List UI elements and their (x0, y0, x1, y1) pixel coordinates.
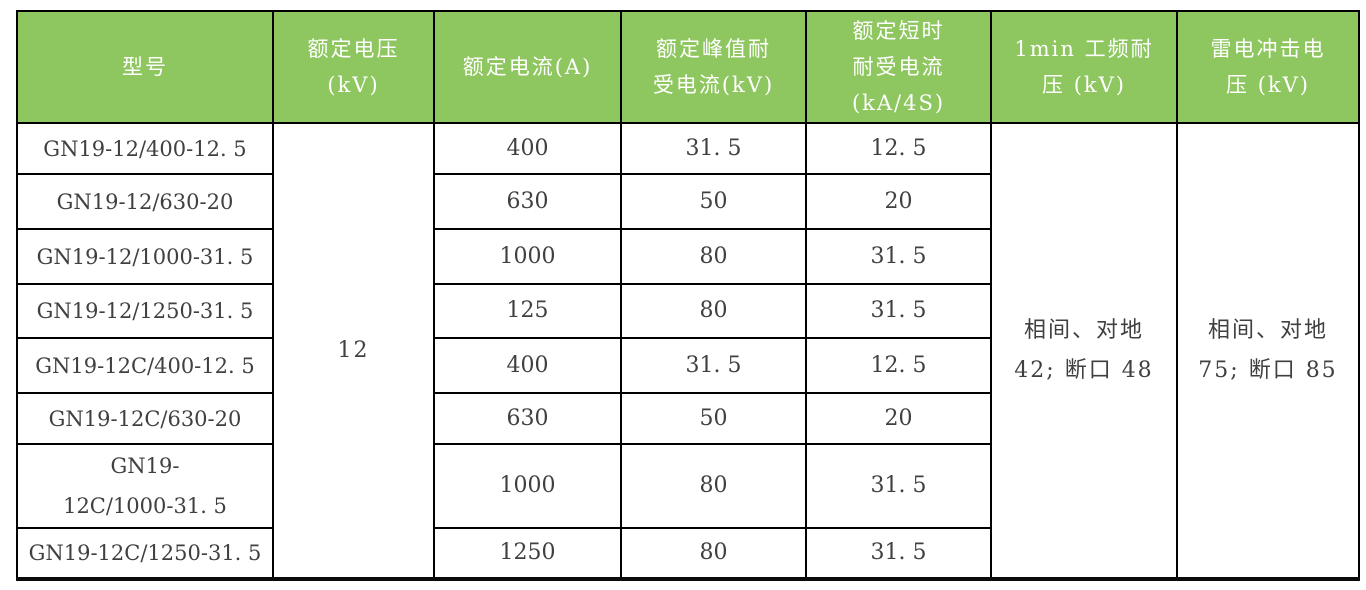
model-cell: GN19-12/1250-31. 5 (16, 283, 274, 339)
short-time-cell: 20 (805, 173, 992, 230)
rated-voltage-merged-cell: 12 (272, 122, 435, 580)
table-row: GN19-12/1250-31. 5 125 80 31. 5 (16, 283, 1359, 339)
header-lightning: 雷电冲击电 压 (kV) (1176, 10, 1360, 124)
model-cell: GN19-12C/1250-31. 5 (16, 527, 274, 580)
short-time-cell: 31. 5 (805, 443, 992, 529)
model-cell: GN19-12/630-20 (16, 173, 274, 230)
table-row: GN19-12C/400-12. 5 400 31. 5 12. 5 (16, 337, 1359, 394)
short-time-cell: 31. 5 (805, 283, 992, 339)
peak-cell: 80 (620, 228, 807, 285)
table-row: GN19-12/1000-31. 5 1000 80 31. 5 (16, 228, 1359, 285)
current-cell: 630 (433, 173, 622, 230)
spec-table: 型号 额定电压 (kV) 额定电流(A) 额定峰值耐 受电流(kV) 额定短时 … (16, 10, 1360, 581)
model-cell: GN19-12/400-12. 5 (16, 122, 274, 175)
peak-cell: 50 (620, 392, 807, 445)
lightning-merged-cell: 相间、对地 75; 断口 85 (1176, 122, 1360, 580)
header-short-time: 额定短时 耐受电流 (kA/4S) (805, 10, 992, 124)
short-time-cell: 31. 5 (805, 228, 992, 285)
header-row: 型号 额定电压 (kV) 额定电流(A) 额定峰值耐 受电流(kV) 额定短时 … (16, 10, 1360, 124)
current-cell: 1000 (433, 228, 622, 285)
header-power-freq: 1min 工频耐 压 (kV) (990, 10, 1178, 124)
header-model: 型号 (16, 10, 274, 124)
model-cell: GN19- 12C/1000-31. 5 (16, 443, 274, 529)
short-time-cell: 12. 5 (805, 337, 992, 394)
peak-cell: 31. 5 (620, 337, 807, 394)
current-cell: 400 (433, 122, 622, 175)
table-row: GN19-12/630-20 630 50 20 (16, 173, 1359, 230)
model-cell: GN19-12C/400-12. 5 (16, 337, 274, 394)
power-freq-merged-cell: 相间、对地 42; 断口 48 (990, 122, 1178, 580)
table-row: GN19-12/400-12. 5 12 400 31. 5 12. 5 相间、… (16, 122, 1360, 580)
peak-cell: 80 (620, 443, 807, 529)
model-cell: GN19-12C/630-20 (16, 392, 274, 445)
table-row: GN19- 12C/1000-31. 5 1000 80 31. 5 (16, 443, 1359, 529)
peak-cell: 31. 5 (620, 122, 807, 175)
header-rated-current: 额定电流(A) (433, 10, 622, 124)
table-row: GN19-12C/630-20 630 50 20 (16, 392, 1359, 445)
current-cell: 1000 (433, 443, 622, 529)
short-time-cell: 31. 5 (805, 527, 992, 580)
model-cell: GN19-12/1000-31. 5 (16, 228, 274, 285)
peak-cell: 80 (620, 527, 807, 580)
peak-cell: 50 (620, 173, 807, 230)
current-cell: 630 (433, 392, 622, 445)
document-page: 型号 额定电压 (kV) 额定电流(A) 额定峰值耐 受电流(kV) 额定短时 … (16, 10, 1360, 581)
short-time-cell: 20 (805, 392, 992, 445)
current-cell: 400 (433, 337, 622, 394)
current-cell: 125 (433, 283, 622, 339)
table-row: GN19-12C/1250-31. 5 1250 80 31. 5 (16, 527, 1359, 580)
short-time-cell: 12. 5 (805, 122, 992, 175)
header-rated-voltage: 额定电压 (kV) (272, 10, 435, 124)
current-cell: 1250 (433, 527, 622, 580)
peak-cell: 80 (620, 283, 807, 339)
header-peak-withstand: 额定峰值耐 受电流(kV) (620, 10, 807, 124)
